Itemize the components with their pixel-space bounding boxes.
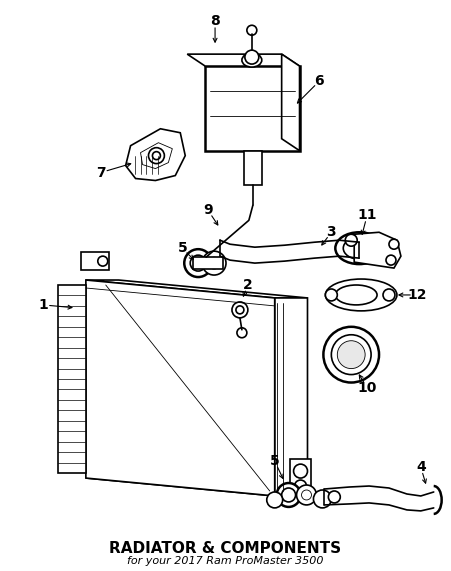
Polygon shape — [354, 232, 401, 268]
Circle shape — [337, 341, 365, 369]
Circle shape — [383, 289, 395, 301]
Bar — [290, 459, 312, 494]
Circle shape — [148, 148, 164, 164]
Circle shape — [282, 488, 295, 502]
Circle shape — [237, 328, 247, 337]
Polygon shape — [86, 280, 308, 298]
Circle shape — [247, 25, 257, 35]
Circle shape — [313, 490, 331, 508]
Polygon shape — [275, 298, 308, 496]
Circle shape — [152, 152, 161, 160]
Circle shape — [232, 302, 248, 318]
Text: 8: 8 — [210, 14, 220, 29]
Circle shape — [328, 491, 341, 503]
Polygon shape — [86, 476, 308, 496]
Polygon shape — [205, 66, 299, 151]
Circle shape — [345, 234, 357, 246]
Text: 2: 2 — [243, 278, 253, 292]
Circle shape — [98, 256, 108, 266]
Circle shape — [236, 306, 244, 314]
Text: 5: 5 — [177, 241, 187, 255]
Circle shape — [386, 255, 396, 265]
Circle shape — [184, 249, 212, 277]
Circle shape — [331, 335, 371, 375]
Circle shape — [295, 480, 307, 492]
Circle shape — [202, 251, 226, 275]
Circle shape — [297, 485, 317, 505]
Text: RADIATOR & COMPONENTS: RADIATOR & COMPONENTS — [109, 541, 341, 556]
Ellipse shape — [336, 285, 377, 305]
Polygon shape — [86, 280, 275, 496]
Bar — [193, 257, 223, 269]
Ellipse shape — [242, 53, 262, 67]
Text: 12: 12 — [407, 288, 427, 302]
Text: 1: 1 — [38, 298, 48, 312]
Circle shape — [267, 492, 283, 508]
Polygon shape — [282, 54, 299, 151]
Circle shape — [276, 483, 300, 507]
Circle shape — [325, 289, 337, 301]
Circle shape — [302, 490, 312, 500]
Circle shape — [389, 239, 399, 249]
Bar — [81, 252, 109, 270]
Circle shape — [190, 255, 206, 271]
Polygon shape — [187, 54, 299, 66]
Text: for your 2017 Ram ProMaster 3500: for your 2017 Ram ProMaster 3500 — [127, 556, 323, 566]
Ellipse shape — [336, 232, 383, 264]
Text: 5: 5 — [270, 454, 280, 468]
Ellipse shape — [343, 237, 375, 259]
Polygon shape — [58, 285, 86, 473]
Text: 6: 6 — [315, 74, 324, 88]
Text: 4: 4 — [416, 460, 426, 474]
Polygon shape — [126, 129, 185, 180]
Circle shape — [245, 50, 259, 64]
Text: 9: 9 — [203, 203, 213, 218]
Circle shape — [208, 257, 220, 269]
Text: 11: 11 — [357, 208, 377, 222]
Text: 3: 3 — [327, 226, 336, 239]
Circle shape — [323, 327, 379, 383]
Circle shape — [294, 464, 308, 478]
Text: 7: 7 — [96, 166, 106, 179]
Text: 10: 10 — [358, 380, 377, 395]
Polygon shape — [141, 143, 172, 168]
Polygon shape — [244, 151, 262, 186]
Ellipse shape — [325, 279, 397, 311]
